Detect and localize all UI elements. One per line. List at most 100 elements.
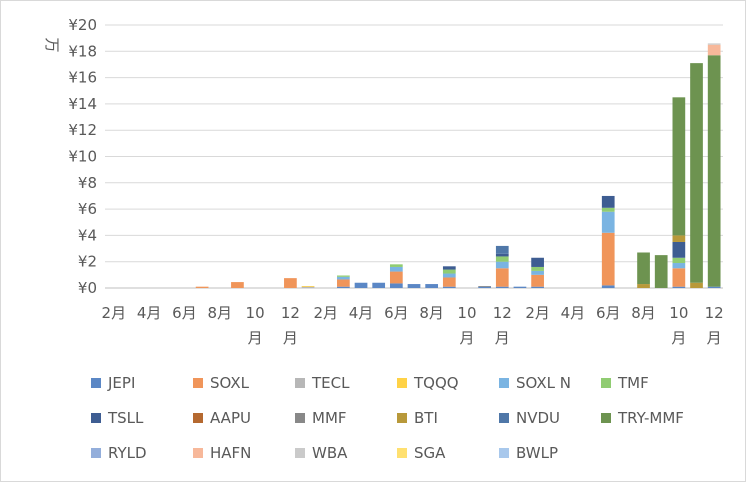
bar-segment-tecl [301, 286, 315, 288]
legend-item: RYLD [91, 443, 147, 463]
bar-segment-soxl [284, 278, 297, 288]
legend-swatch [601, 413, 611, 423]
bar-segment-hafn [707, 44, 721, 56]
bar-segment-wba [707, 43, 721, 45]
bar-segment-tmf [531, 266, 544, 271]
legend-label: JEPI [108, 374, 136, 392]
legend-item: JEPI [91, 373, 135, 393]
bar-segment-jepi [442, 286, 456, 288]
legend-item: TRY-MMF [601, 408, 684, 428]
bar-segment-tsll [495, 253, 509, 257]
legend-swatch [91, 413, 101, 423]
legend-item: TQQQ [397, 373, 459, 393]
bar-segment-tmf [337, 275, 350, 277]
y-tick-label: ¥18 [68, 42, 97, 60]
bar-segment-jepi [425, 284, 439, 288]
bar-segment-jepi [495, 286, 509, 288]
bar-segment-tsll [672, 241, 686, 258]
bar-segment-soxl-n [442, 273, 456, 278]
legend-swatch [397, 448, 407, 458]
legend-item: BTI [397, 408, 438, 428]
bar-segment-mmf [478, 286, 491, 287]
legend-swatch [499, 378, 509, 388]
bar-segment-soxl [601, 232, 615, 286]
bar-segment-bti [672, 235, 686, 242]
legend-label: BTI [414, 409, 438, 427]
bar-segment-soxl [442, 277, 456, 287]
bar-segment-tsll [601, 195, 615, 208]
y-tick-label: ¥4 [78, 226, 97, 244]
bar-segment-jepi [478, 286, 491, 288]
legend-swatch [295, 448, 305, 458]
legend-item: SOXL N [499, 373, 571, 393]
x-tick-label: 8月 [419, 304, 444, 322]
x-tick-label: 10 月 [669, 304, 688, 347]
legend-swatch [397, 378, 407, 388]
bar-segment-tmf [672, 257, 686, 264]
legend-item: TSLL [91, 408, 143, 428]
y-tick-label: ¥8 [78, 174, 97, 192]
legend-item: BWLP [499, 443, 558, 463]
y-tick-label: ¥2 [78, 253, 97, 271]
legend-swatch [499, 448, 509, 458]
bar-segment-try-mmf [672, 97, 686, 236]
x-tick-label: 6月 [596, 304, 621, 322]
bar-segment-jepi [337, 286, 350, 288]
bar-segment-jepi [513, 286, 527, 288]
legend-item: TMF [601, 373, 649, 393]
legend-label: TSLL [108, 409, 144, 427]
legend-item: AAPU [193, 408, 251, 428]
y-tick-label: ¥20 [68, 16, 97, 34]
bar-segment-try-mmf [707, 55, 721, 287]
legend-item: HAFN [193, 443, 251, 463]
legend-label: SOXL [210, 374, 250, 392]
legend-item: WBA [295, 443, 347, 463]
bar-segment-soxl [495, 268, 509, 287]
bar-segment-jepi [531, 286, 544, 288]
x-tick-label: 2月 [102, 304, 127, 322]
bar-segment-soxl [337, 279, 350, 287]
x-tick-label: 8月 [207, 304, 232, 322]
legend-swatch [193, 413, 203, 423]
bar-segment-jepi [372, 282, 386, 288]
bar-segment-tsll [531, 257, 544, 267]
bar-segment-tqqq [301, 286, 315, 287]
bar-segment-soxl [389, 271, 403, 284]
bar-segment-try-mmf [637, 252, 650, 285]
legend-label: NVDU [516, 409, 561, 427]
bar-segment-soxl-n [389, 266, 403, 272]
legend-swatch [91, 378, 101, 388]
x-tick-label: 12 月 [493, 304, 512, 347]
legend-label: TQQQ [414, 374, 459, 392]
x-tick-label: 4月 [561, 304, 586, 322]
legend-label: RYLD [108, 444, 147, 462]
legend-label: AAPU [210, 409, 251, 427]
bar-segment-tmf [601, 207, 615, 212]
bar-segment-tsll [442, 266, 456, 270]
x-tick-label: 6月 [384, 304, 409, 322]
y-tick-label: ¥6 [78, 200, 97, 218]
legend-label: BWLP [516, 444, 558, 462]
bar-segment-bti [690, 282, 703, 288]
bar-segment-jepi [389, 283, 403, 288]
legend-label: SOXL N [516, 374, 571, 392]
legend-item: TECL [295, 373, 349, 393]
legend-label: WBA [312, 444, 348, 462]
x-tick-label: 12 月 [281, 304, 300, 347]
bar-segment-tmf [495, 256, 509, 262]
legend-item: SOXL [193, 373, 249, 393]
legend-swatch [499, 413, 509, 423]
bar-segment-jepi [672, 286, 686, 288]
legend-swatch [91, 448, 101, 458]
x-tick-label: 2月 [313, 304, 338, 322]
x-tick-label: 6月 [172, 304, 197, 322]
legend-swatch [601, 378, 611, 388]
legend-label: TECL [312, 374, 350, 392]
bar-segment-soxl-n [531, 270, 544, 275]
bar-segment-tmf [389, 264, 403, 267]
y-tick-label: ¥12 [68, 121, 97, 139]
legend-swatch [397, 413, 407, 423]
legend-label: TMF [618, 374, 649, 392]
x-tick-label: 2月 [525, 304, 550, 322]
